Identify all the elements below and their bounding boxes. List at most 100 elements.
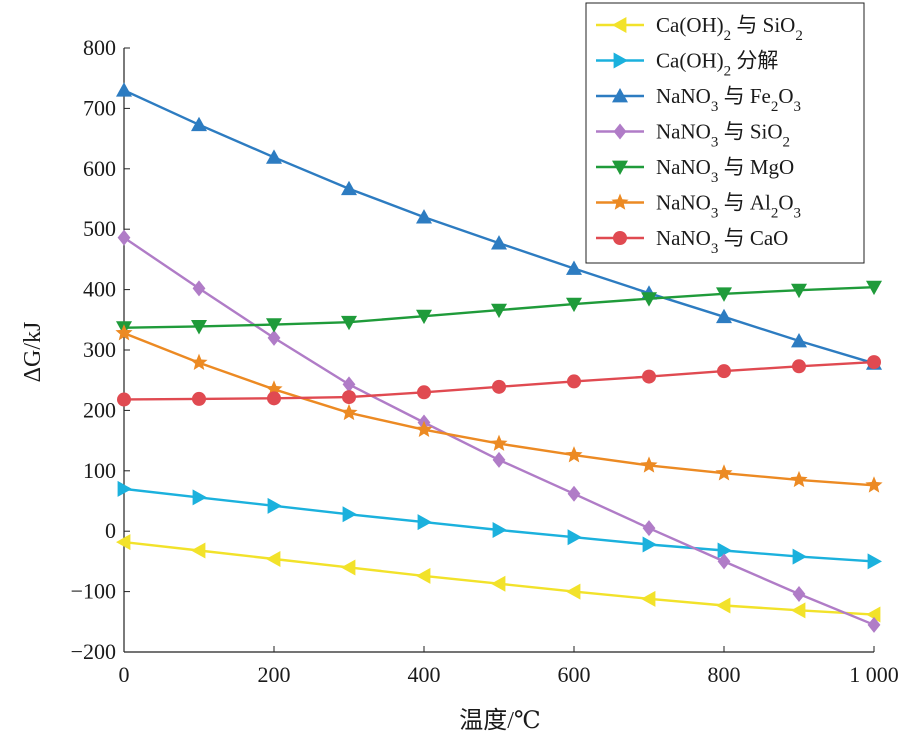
data-point (791, 602, 806, 619)
legend-label: Ca(OH)2 分解 (656, 49, 778, 80)
data-point (190, 353, 208, 370)
y-axis-ticks: −200 −100 0 100 200 300 400 500 600 700 800 (71, 35, 130, 664)
legend-item: NaNO3 与 CaO (596, 226, 788, 257)
data-point (717, 364, 731, 379)
y-tick-label: −100 (71, 579, 116, 604)
data-point (416, 309, 432, 325)
legend-item: Ca(OH)2 与 SiO2 (596, 13, 803, 44)
data-point (867, 355, 881, 370)
data-point (341, 559, 356, 576)
data-point (566, 260, 582, 275)
series-layer (115, 82, 883, 633)
data-point (341, 180, 357, 196)
data-point (342, 390, 356, 405)
data-point (266, 550, 281, 567)
data-point (567, 374, 581, 389)
legend-item: NaNO3 与 SiO2 (596, 120, 790, 151)
data-point (192, 391, 206, 406)
series-6 (117, 355, 881, 407)
data-point (192, 489, 207, 506)
data-point (266, 149, 282, 164)
data-point (865, 476, 883, 493)
data-point (265, 380, 283, 397)
data-point (417, 514, 432, 531)
legend-label: NaNO3 与 MgO (656, 155, 794, 186)
data-point (192, 280, 206, 297)
series-5 (115, 324, 883, 493)
data-point (565, 446, 583, 463)
data-point (191, 542, 206, 559)
x-tick-label: 200 (258, 662, 291, 687)
data-point (566, 583, 581, 600)
data-point (266, 318, 282, 333)
data-point (492, 521, 507, 538)
data-point (117, 229, 131, 246)
data-point (790, 470, 808, 488)
series-line (123, 236, 875, 626)
legend-label: Ca(OH)2 与 SiO2 (656, 13, 803, 44)
data-point (491, 575, 506, 592)
data-point (715, 464, 733, 481)
data-point (792, 586, 806, 603)
data-point (191, 320, 207, 335)
data-point (642, 369, 656, 384)
data-point (716, 308, 732, 324)
data-point (640, 456, 658, 473)
data-point (415, 420, 433, 438)
y-tick-label: 0 (105, 518, 116, 543)
data-point (342, 506, 357, 523)
legend-item: NaNO3 与 Fe2O3 (596, 84, 801, 115)
y-tick-label: 100 (83, 458, 116, 483)
data-point (267, 329, 281, 346)
data-point (641, 292, 657, 307)
data-point (342, 376, 356, 393)
legend-label: NaNO3 与 Al2O3 (656, 191, 801, 222)
legend-item: Ca(OH)2 分解 (596, 49, 778, 80)
y-tick-label: 600 (83, 156, 116, 181)
y-tick-label: 800 (83, 35, 116, 60)
data-point (491, 303, 507, 319)
data-point (716, 287, 732, 302)
legend-marker (612, 17, 627, 33)
data-point (792, 548, 807, 565)
legend-marker (613, 231, 627, 245)
data-point (340, 403, 358, 421)
data-point (117, 392, 131, 407)
series-line (123, 487, 875, 563)
data-point (567, 529, 582, 546)
series-4 (116, 280, 882, 336)
legend-marker (611, 193, 629, 210)
legend-label: NaNO3 与 CaO (656, 226, 788, 257)
data-point (866, 606, 881, 623)
y-tick-label: 200 (83, 397, 116, 422)
data-point (791, 332, 807, 348)
legend-label: NaNO3 与 SiO2 (656, 120, 790, 151)
data-point (267, 391, 281, 406)
series-1 (117, 480, 882, 570)
data-point (717, 553, 731, 570)
legend-box (585, 2, 865, 264)
data-point (492, 451, 506, 468)
legend-item: NaNO3 与 MgO (596, 155, 794, 186)
data-point (267, 497, 282, 514)
data-point (490, 434, 508, 451)
data-point (642, 536, 657, 553)
data-point (116, 534, 131, 551)
data-point (641, 590, 656, 607)
series-3 (117, 229, 881, 633)
data-point (191, 116, 207, 132)
x-axis-ticks: 0 200 400 600 800 1 000 (119, 646, 899, 687)
data-point (567, 485, 581, 502)
data-point (416, 209, 432, 224)
legend-marker (612, 88, 628, 103)
y-tick-label: 700 (83, 95, 116, 120)
y-tick-label: −200 (71, 639, 116, 664)
data-point (867, 553, 882, 570)
data-point (791, 283, 807, 299)
y-axis-label: ΔG/kJ (20, 322, 46, 383)
y-tick-label: 400 (83, 277, 116, 302)
data-point (717, 542, 732, 559)
data-point (115, 324, 133, 341)
legend-marker (613, 52, 628, 69)
